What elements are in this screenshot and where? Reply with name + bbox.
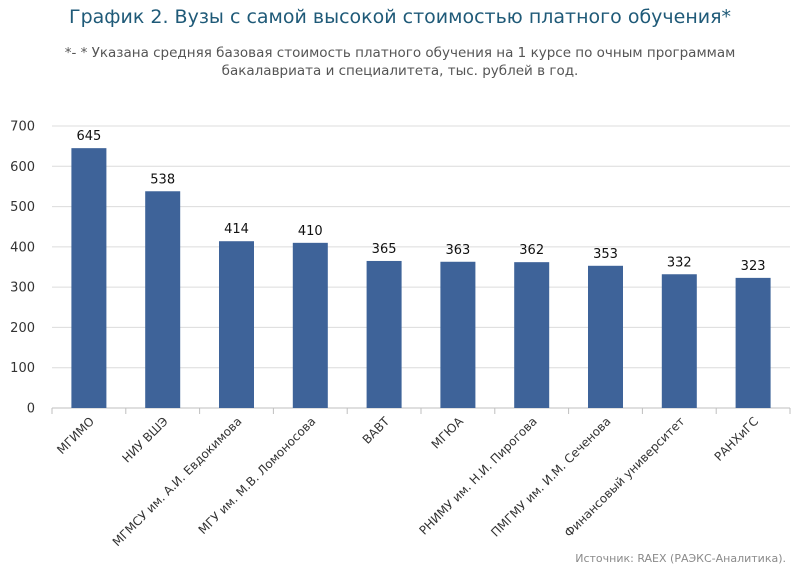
data-label: 323 bbox=[741, 259, 766, 274]
y-tick-label: 700 bbox=[10, 120, 35, 135]
x-axis-ticks bbox=[51, 408, 791, 414]
x-tick-label: МГМСУ им. А.И. Евдокимова bbox=[110, 414, 245, 549]
bar bbox=[71, 148, 107, 408]
x-tick-label: РАНХиГС bbox=[712, 414, 762, 464]
bar bbox=[292, 242, 328, 408]
bar bbox=[145, 191, 181, 408]
x-tick-label: ПМГМУ им. И.М. Сеченова bbox=[488, 414, 613, 539]
bar bbox=[440, 261, 476, 408]
y-tick-label: 600 bbox=[10, 160, 35, 175]
y-tick-label: 200 bbox=[10, 321, 35, 336]
bar bbox=[514, 262, 550, 408]
data-label: 410 bbox=[298, 224, 323, 239]
bar bbox=[366, 260, 402, 408]
data-labels: 645 538 414 410 365 363 362 353 332 323 bbox=[76, 129, 765, 274]
x-tick-label: МГУ им. М.В. Ломоносова bbox=[196, 414, 319, 537]
x-tick-label: Финансовый университет bbox=[562, 414, 688, 540]
y-axis-ticks: 0 100 200 300 400 500 600 700 bbox=[10, 120, 35, 417]
y-tick-label: 300 bbox=[10, 281, 35, 296]
data-label: 414 bbox=[224, 222, 249, 237]
source-note: Источник: RAEX (РАЭКС-Аналитика). bbox=[575, 552, 786, 565]
bars bbox=[71, 148, 771, 408]
data-label: 365 bbox=[372, 242, 397, 257]
chart-title: График 2. Вузы с самой высокой стоимость… bbox=[68, 6, 732, 28]
x-tick-label: МГЮА bbox=[429, 414, 467, 452]
x-tick-label: МГИМО bbox=[54, 414, 97, 457]
bar bbox=[588, 265, 623, 408]
x-tick-label: РНИМУ им. Н.И. Пирогова bbox=[416, 414, 539, 537]
chart-subtitle: *- * Указана средняя базовая стоимость п… bbox=[64, 45, 736, 79]
bar bbox=[661, 274, 697, 408]
bar bbox=[735, 277, 771, 408]
y-tick-label: 400 bbox=[10, 240, 35, 255]
x-tick-label: ВАВТ bbox=[360, 414, 393, 447]
bar bbox=[219, 241, 254, 408]
data-label: 645 bbox=[76, 129, 101, 144]
y-tick-label: 100 bbox=[10, 361, 35, 376]
x-tick-label: НИУ ВШЭ bbox=[120, 414, 171, 465]
data-label: 363 bbox=[445, 243, 470, 258]
data-label: 538 bbox=[150, 172, 175, 187]
data-label: 353 bbox=[593, 247, 618, 262]
y-tick-label: 500 bbox=[10, 200, 35, 215]
data-label: 362 bbox=[519, 243, 544, 258]
data-label: 332 bbox=[667, 255, 692, 270]
y-tick-label: 0 bbox=[27, 402, 35, 417]
